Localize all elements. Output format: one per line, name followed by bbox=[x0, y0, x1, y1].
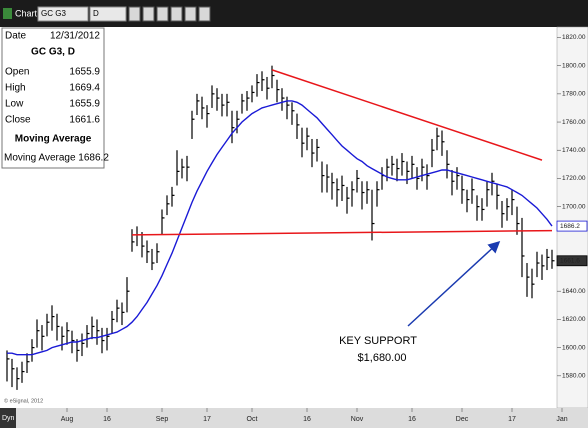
copyright: © eSignal, 2012 bbox=[4, 397, 43, 404]
button[interactable] bbox=[142, 6, 155, 22]
trendline bbox=[131, 229, 553, 236]
trendline bbox=[271, 69, 543, 161]
price-badge-label: 1661.6 bbox=[560, 257, 580, 264]
info-label: High bbox=[5, 83, 26, 94]
y-tick-label: 1820.00 bbox=[562, 34, 586, 41]
symbol-box[interactable] bbox=[37, 6, 89, 22]
interval-box[interactable] bbox=[89, 6, 127, 22]
x-tick-label: Oct bbox=[247, 416, 258, 423]
info-panel: Date 12/31/2012 GC G3, D Open 1655.9 Hig… bbox=[1, 27, 109, 169]
button[interactable] bbox=[128, 6, 141, 22]
moving-average-line bbox=[7, 100, 553, 356]
button[interactable] bbox=[198, 6, 211, 22]
info-value: 1669.4 bbox=[69, 83, 100, 94]
price-badge bbox=[556, 255, 588, 267]
toolbar-buttons bbox=[128, 6, 211, 22]
x-tick-label: 16 bbox=[303, 416, 311, 423]
info-value: 1661.6 bbox=[69, 115, 100, 126]
y-tick-label: 1720.00 bbox=[562, 175, 586, 182]
info-label: Close bbox=[5, 115, 31, 126]
marks bbox=[6, 65, 555, 390]
x-tick-label: Dec bbox=[456, 416, 469, 423]
x-tick-label: 16 bbox=[103, 416, 111, 423]
y-tick-label: 1740.00 bbox=[562, 147, 586, 154]
price-badge-label: 1686.2 bbox=[560, 223, 580, 230]
y-axis-area bbox=[556, 26, 588, 409]
y-tick-label: 1600.00 bbox=[562, 344, 586, 351]
interval: D bbox=[93, 9, 99, 18]
price-badge bbox=[556, 220, 588, 232]
info-box bbox=[1, 27, 105, 169]
annotation-arrow bbox=[407, 240, 501, 327]
x-tick-label: Nov bbox=[351, 416, 364, 423]
y-tick-label: 1760.00 bbox=[562, 119, 586, 126]
info-value: 12/31/2012 bbox=[50, 31, 100, 42]
y-tick-label: 1780.00 bbox=[562, 91, 586, 98]
mode: Dyn bbox=[2, 415, 15, 422]
button[interactable] bbox=[156, 6, 169, 22]
info-value: 1655.9 bbox=[69, 99, 100, 110]
x-tick-label: 17 bbox=[508, 416, 516, 423]
x-tick-label: Aug bbox=[61, 416, 74, 423]
x-tick-label: Sep bbox=[156, 416, 169, 423]
annotation: $1,680.00 bbox=[358, 352, 407, 364]
annotation: KEY SUPPORT bbox=[339, 335, 417, 347]
y-tick-label: 1640.00 bbox=[562, 288, 586, 295]
window-title: Chart bbox=[15, 8, 38, 18]
y-tick-label: 1580.00 bbox=[562, 373, 586, 380]
info-symbol: GC G3, D bbox=[31, 47, 75, 58]
info-label: Date bbox=[5, 31, 27, 42]
button[interactable] bbox=[184, 6, 197, 22]
button[interactable] bbox=[170, 6, 183, 22]
x-tick-label: 17 bbox=[203, 416, 211, 423]
symbol: GC G3 bbox=[41, 9, 66, 18]
mode-box[interactable] bbox=[0, 408, 16, 428]
x-tick-label: Jan bbox=[556, 416, 567, 423]
chart-icon bbox=[3, 8, 12, 19]
x-axis-area bbox=[0, 408, 588, 428]
y-tick-label: 1620.00 bbox=[562, 316, 586, 323]
info-study: Moving Average bbox=[15, 134, 92, 145]
info-study-value: Moving Average 1686.2 bbox=[4, 153, 109, 164]
info-value: 1655.9 bbox=[69, 67, 100, 78]
y-tick-label: 1800.00 bbox=[562, 62, 586, 69]
info-label: Low bbox=[5, 99, 24, 110]
x-tick-label: 16 bbox=[408, 416, 416, 423]
info-label: Open bbox=[5, 67, 29, 78]
y-tick-label: 1700.00 bbox=[562, 203, 586, 210]
